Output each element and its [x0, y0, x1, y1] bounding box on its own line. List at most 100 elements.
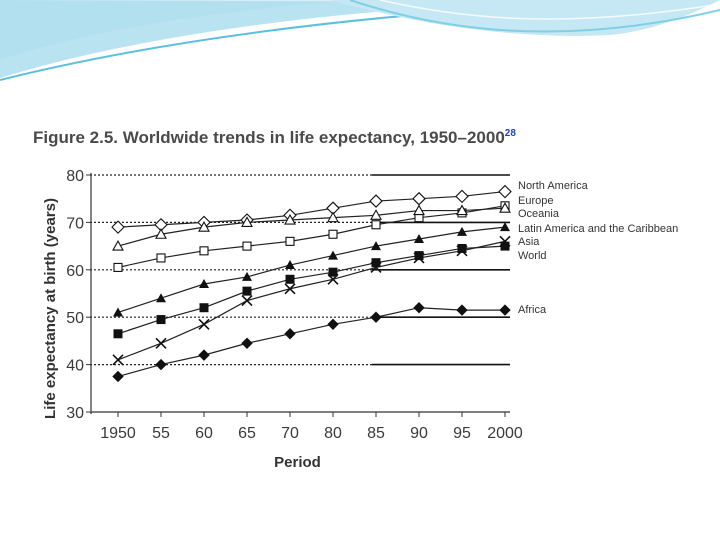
- point-oceania-80: [327, 211, 339, 223]
- x-tick-label-95: 95: [453, 425, 471, 442]
- point-latin-america-and-the-caribbean-80: [328, 250, 338, 260]
- point-oceania-95: [456, 204, 468, 216]
- point-north-america-2000: [498, 184, 512, 199]
- y-tick-label-80: 80: [66, 168, 84, 185]
- series-line-north-america: [117, 190, 506, 228]
- point-world-60: [199, 303, 209, 313]
- y-tick-label-50: 50: [66, 310, 84, 327]
- point-europe-55: [156, 253, 166, 263]
- chart-title: Figure 2.5. Worldwide trends in life exp…: [33, 128, 516, 147]
- legend-label-oceania: Oceania: [518, 208, 560, 220]
- y-tick-label-40: 40: [66, 358, 84, 375]
- point-latin-america-and-the-caribbean-85: [371, 241, 381, 251]
- point-africa-65: [241, 337, 253, 349]
- point-world-1950: [113, 329, 123, 339]
- point-world-70: [285, 274, 295, 284]
- y-tick-label-70: 70: [66, 215, 84, 232]
- point-world-2000: [500, 241, 510, 251]
- point-north-america-95: [455, 189, 469, 204]
- legend-label-world: World: [518, 250, 547, 262]
- grid-lines: [90, 174, 510, 366]
- x-tick-label-65: 65: [238, 425, 256, 442]
- point-asia-1950: [112, 354, 124, 366]
- point-africa-2000: [499, 304, 511, 316]
- point-oceania-90: [413, 204, 425, 216]
- point-world-95: [457, 243, 467, 253]
- x-axis: 1950 55 60 65 70 80 85 90 95 2000: [91, 411, 523, 442]
- point-world-65: [242, 286, 252, 296]
- point-world-90: [414, 251, 424, 261]
- point-latin-america-and-the-caribbean-70: [285, 260, 295, 270]
- x-axis-label: Period: [274, 454, 321, 471]
- point-oceania-55: [155, 228, 167, 239]
- point-oceania-85: [370, 209, 382, 220]
- point-oceania-70: [284, 213, 296, 225]
- point-europe-80: [328, 229, 338, 239]
- point-world-80: [328, 267, 338, 277]
- legend-label-africa: Africa: [518, 304, 547, 316]
- series-line-africa: [117, 307, 505, 378]
- point-latin-america-and-the-caribbean-95: [457, 226, 467, 236]
- point-latin-america-and-the-caribbean-65: [242, 271, 252, 281]
- x-tick-label-55: 55: [152, 425, 170, 442]
- point-latin-america-and-the-caribbean-2000: [500, 222, 510, 232]
- y-axis: 30 40 50 60 70 80: [66, 168, 92, 422]
- series-line-asia: [117, 240, 506, 361]
- legend-label-asia: Asia: [518, 236, 540, 248]
- slide-header-decoration: [0, 0, 720, 81]
- x-tick-label-80: 80: [324, 425, 342, 442]
- point-africa-1950: [112, 370, 124, 383]
- series-layer: [111, 184, 512, 383]
- legend-label-north-america: North America: [518, 180, 589, 192]
- series-north-america: [111, 184, 512, 234]
- legend-label-europe: Europe: [518, 195, 553, 207]
- point-latin-america-and-the-caribbean-55: [156, 293, 166, 303]
- point-north-america-85: [369, 194, 383, 208]
- point-oceania-60: [198, 221, 210, 232]
- point-africa-85: [370, 311, 382, 323]
- series-oceania: [112, 202, 511, 251]
- series-line-oceania: [117, 207, 506, 247]
- point-africa-60: [198, 349, 210, 361]
- legend-label-latin-america-and-the-caribbean: Latin America and the Caribbean: [518, 223, 678, 235]
- x-tick-label-60: 60: [195, 425, 213, 442]
- point-asia-60: [198, 318, 210, 330]
- series-line-europe: [117, 205, 506, 269]
- y-tick-label-60: 60: [66, 263, 84, 280]
- point-europe-85: [371, 220, 381, 230]
- point-asia-55: [155, 337, 167, 349]
- series-asia: [112, 235, 511, 366]
- point-world-55: [156, 315, 166, 325]
- point-africa-70: [284, 328, 296, 340]
- point-north-america-1950: [111, 220, 125, 234]
- y-axis-label: Life expectancy at birth (years): [42, 198, 59, 419]
- series-latin-america-and-the-caribbean: [113, 222, 510, 317]
- series-world: [113, 241, 510, 339]
- point-north-america-90: [412, 191, 426, 206]
- point-europe-60: [199, 246, 209, 256]
- point-europe-1950: [113, 262, 123, 272]
- point-latin-america-and-the-caribbean-1950: [113, 307, 123, 317]
- y-tick-label-30: 30: [66, 405, 84, 422]
- x-tick-label-2000: 2000: [487, 425, 523, 442]
- point-africa-95: [456, 304, 468, 316]
- point-asia-65: [241, 295, 253, 307]
- x-tick-label-1950: 1950: [100, 425, 136, 442]
- x-tick-label-85: 85: [367, 425, 385, 442]
- point-latin-america-and-the-caribbean-90: [414, 233, 424, 243]
- point-asia-70: [284, 283, 296, 295]
- point-oceania-2000: [499, 202, 511, 213]
- point-latin-america-and-the-caribbean-60: [199, 279, 209, 289]
- point-europe-70: [285, 236, 295, 246]
- point-africa-55: [155, 358, 167, 371]
- point-europe-65: [242, 241, 252, 251]
- point-world-85: [371, 258, 381, 268]
- point-oceania-65: [241, 216, 253, 227]
- point-africa-80: [327, 318, 339, 331]
- x-tick-label-70: 70: [281, 425, 299, 442]
- point-africa-90: [413, 302, 425, 314]
- x-tick-label-90: 90: [410, 425, 428, 442]
- series-line-world: [117, 245, 506, 335]
- series-line-latin-america-and-the-caribbean: [117, 226, 506, 314]
